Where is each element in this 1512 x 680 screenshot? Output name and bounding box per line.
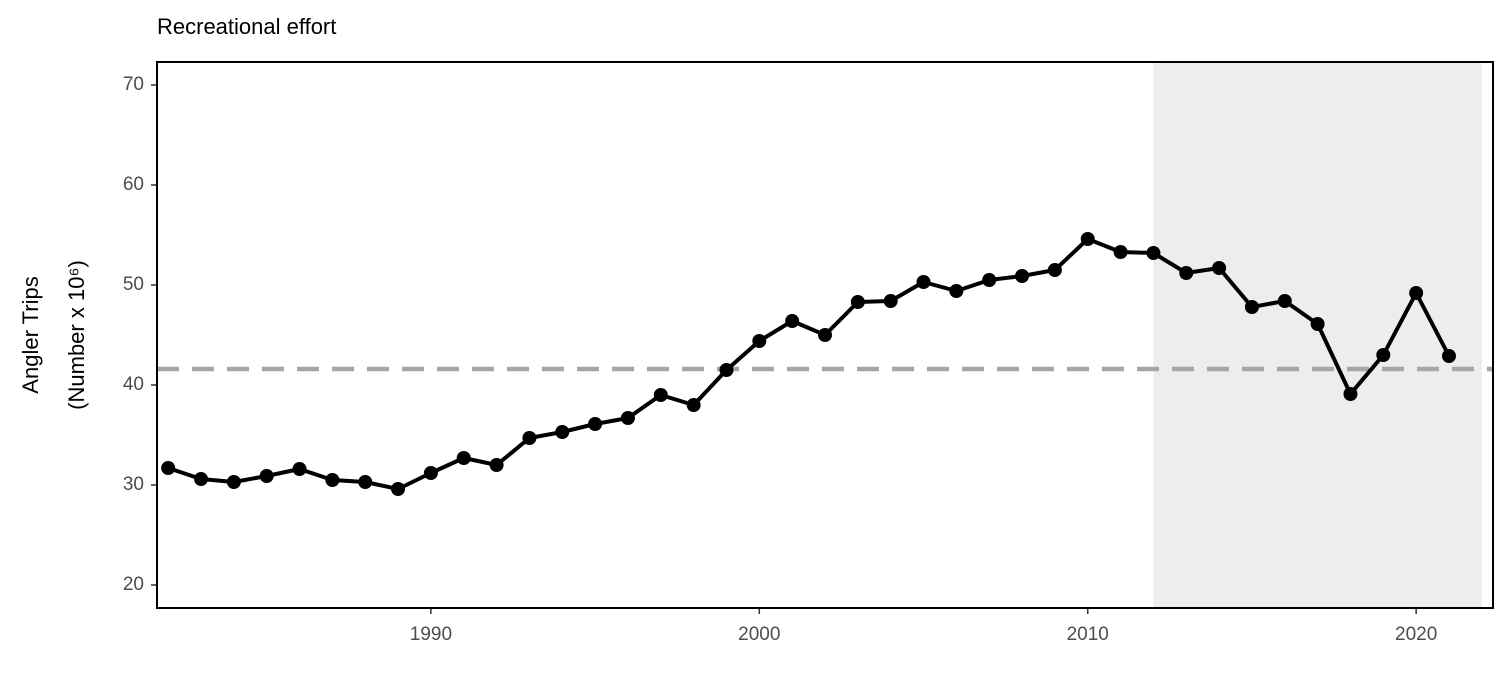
point <box>391 482 406 496</box>
chart-title: Recreational effort <box>157 14 336 39</box>
point <box>1310 317 1325 331</box>
point <box>1179 266 1194 280</box>
point <box>1015 269 1030 283</box>
point <box>752 334 767 348</box>
point <box>686 398 701 412</box>
point <box>1080 232 1095 246</box>
point <box>588 417 603 431</box>
y-axis-label: Angler Trips <box>18 276 43 393</box>
shaded-region <box>1153 62 1482 608</box>
point <box>259 469 274 483</box>
point <box>1376 348 1391 362</box>
point <box>1343 387 1358 401</box>
point <box>1441 349 1456 363</box>
point <box>1146 246 1161 260</box>
point <box>949 284 964 298</box>
point <box>1277 294 1292 308</box>
point <box>292 462 307 476</box>
x-tick-label: 2010 <box>1067 624 1109 645</box>
y-axis-label: (Number x 10⁶) <box>64 260 89 410</box>
point <box>916 275 931 289</box>
y-tick-label: 20 <box>123 574 144 595</box>
point <box>620 411 635 425</box>
point <box>982 273 997 287</box>
point <box>358 475 373 489</box>
x-tick-label: 1990 <box>410 624 452 645</box>
x-tick-label: 2020 <box>1395 624 1437 645</box>
point <box>1244 300 1259 314</box>
y-tick-label: 60 <box>123 174 144 195</box>
point <box>456 451 471 465</box>
y-tick-label: 40 <box>123 374 144 395</box>
point <box>883 294 898 308</box>
point <box>226 475 241 489</box>
point <box>850 295 865 309</box>
point <box>653 388 668 402</box>
point <box>161 461 176 475</box>
point <box>818 328 832 342</box>
point <box>1212 261 1227 275</box>
point <box>522 431 537 445</box>
y-tick-label: 30 <box>123 474 144 495</box>
series-line <box>167 237 1451 491</box>
point <box>555 425 570 439</box>
y-tick-label: 50 <box>123 274 144 295</box>
point <box>423 466 438 480</box>
point <box>785 314 800 328</box>
plot-frame <box>156 61 1494 609</box>
point <box>325 473 340 487</box>
point <box>489 458 504 472</box>
point <box>719 363 734 377</box>
point <box>1113 245 1128 259</box>
y-tick-label: 70 <box>123 74 144 95</box>
point <box>1409 286 1424 300</box>
x-tick-label: 2000 <box>738 624 780 645</box>
point <box>1047 263 1062 277</box>
point <box>194 472 209 486</box>
